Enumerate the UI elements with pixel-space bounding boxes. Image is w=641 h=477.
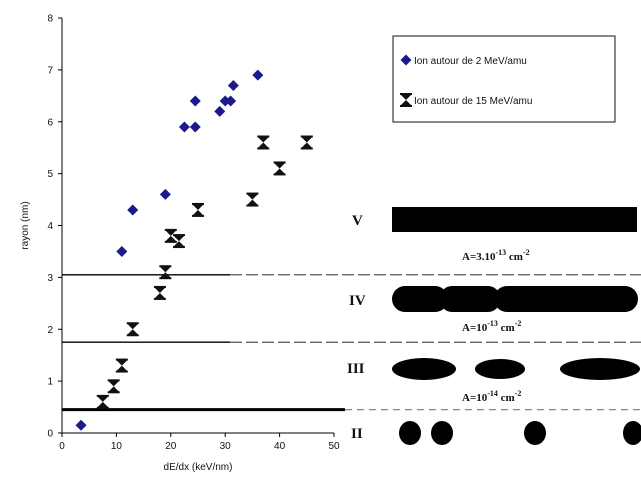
area-label-v: A=3.10-13 cm-2 <box>462 248 530 263</box>
track-schematic: V A=3.10-13 cm-2 IV A=10-13 cm-2 III A=1… <box>347 207 641 445</box>
x-tick-label: 30 <box>220 441 232 452</box>
data-point-bowtie <box>126 322 139 337</box>
bowtie-bottom <box>126 329 139 336</box>
data-point-bowtie <box>159 265 172 280</box>
legend-label-series-1: Ion autour de 2 MeV/amu <box>414 56 527 67</box>
track-shape-v <box>392 207 637 232</box>
track-shape-iv <box>392 286 638 312</box>
bowtie-top <box>246 193 259 200</box>
data-point-bowtie <box>107 379 120 394</box>
threshold-lines <box>62 274 641 412</box>
data-point-bowtie <box>257 135 270 150</box>
y-tick-label: 6 <box>47 117 53 128</box>
bowtie-bottom <box>273 168 286 175</box>
y-axis-title: rayon (nm) <box>20 201 31 249</box>
track-shape-ii <box>399 421 641 445</box>
bowtie-top <box>192 203 204 210</box>
bowtie-top <box>273 162 286 169</box>
track-shape-iii <box>392 358 640 380</box>
legend-marker-diamond <box>400 54 412 66</box>
bowtie-top <box>115 359 128 366</box>
area-label-iv: A=10-13 cm-2 <box>462 319 521 334</box>
bowtie-bottom <box>172 241 185 248</box>
data-point-bowtie <box>115 358 128 373</box>
bowtie-bottom <box>246 199 259 206</box>
region-label-iv: IV <box>349 293 366 309</box>
data-point-diamond <box>189 95 201 107</box>
bowtie-bottom <box>153 292 166 299</box>
data-point-bowtie <box>192 202 204 217</box>
bowtie-top <box>126 323 139 330</box>
legend-box <box>392 35 616 123</box>
bowtie-bottom <box>96 401 109 408</box>
x-tick-label: 10 <box>111 441 123 452</box>
bowtie-top <box>107 380 120 387</box>
series-1 <box>75 69 264 431</box>
data-point-bowtie <box>164 228 177 243</box>
bowtie-top <box>257 136 270 143</box>
legend-label-series-2: Ion autour de 15 MeV/amu <box>414 96 532 107</box>
bowtie-top <box>172 235 185 242</box>
legend-marker-bowtie <box>400 93 412 107</box>
region-label-ii: II <box>351 426 363 442</box>
data-point-diamond <box>225 95 237 107</box>
bowtie-top <box>153 286 166 293</box>
y-tick-label: 2 <box>47 325 53 336</box>
series-2 <box>96 135 313 409</box>
legend: Ion autour de 2 MeV/amu Ion autour de 15… <box>392 35 616 123</box>
x-tick-label: 0 <box>59 441 65 452</box>
y-tick-label: 7 <box>47 65 53 76</box>
data-point-bowtie <box>96 394 109 409</box>
data-point-bowtie <box>246 192 259 207</box>
bowtie-bottom <box>115 365 128 372</box>
area-label-iii: A=10-14 cm-2 <box>462 389 521 404</box>
bowtie-top <box>159 266 172 273</box>
bowtie-top <box>400 94 412 100</box>
region-label-v: V <box>352 213 363 229</box>
y-tick-label: 3 <box>47 273 53 284</box>
data-point-bowtie <box>172 234 185 249</box>
data-point-diamond <box>189 121 201 133</box>
data-point-diamond <box>227 79 239 91</box>
y-tick-label: 8 <box>47 14 53 25</box>
data-point-diamond <box>116 245 128 257</box>
region-label-iii: III <box>347 361 365 377</box>
plot-area: 0 1 2 3 4 5 6 7 8 0 10 20 30 40 50 dE/dx (keV/nm) rayon … <box>20 14 641 473</box>
y-tick-label: 4 <box>47 221 53 232</box>
legend-diamond <box>400 54 412 66</box>
bowtie-bottom <box>400 100 412 106</box>
bowtie-bottom <box>192 209 204 216</box>
bowtie-bottom <box>159 272 172 279</box>
x-tick-label: 20 <box>165 441 177 452</box>
data-point-bowtie <box>300 135 313 150</box>
bowtie-bottom <box>300 142 313 149</box>
x-tick-label: 50 <box>328 441 340 452</box>
data-point-diamond <box>178 121 190 133</box>
data-point-diamond <box>159 188 171 200</box>
data-point-diamond <box>75 419 87 431</box>
x-tick-label: 40 <box>274 441 286 452</box>
data-point-diamond <box>127 204 139 216</box>
bowtie-top <box>300 136 313 143</box>
data-point-bowtie <box>153 285 166 300</box>
data-point-bowtie <box>273 161 286 176</box>
y-tick-label: 5 <box>47 169 53 180</box>
data-point-diamond <box>252 69 264 81</box>
y-tick-label: 0 <box>47 429 53 440</box>
bowtie-top <box>164 229 177 236</box>
bowtie-bottom <box>257 142 270 149</box>
x-axis-title: dE/dx (keV/nm) <box>164 462 233 473</box>
y-tick-label: 1 <box>47 377 53 388</box>
bowtie-bottom <box>164 235 177 242</box>
legend-bowtie <box>400 93 412 107</box>
bowtie-top <box>96 395 109 402</box>
data-point-diamond <box>214 105 226 117</box>
bowtie-bottom <box>107 386 120 393</box>
